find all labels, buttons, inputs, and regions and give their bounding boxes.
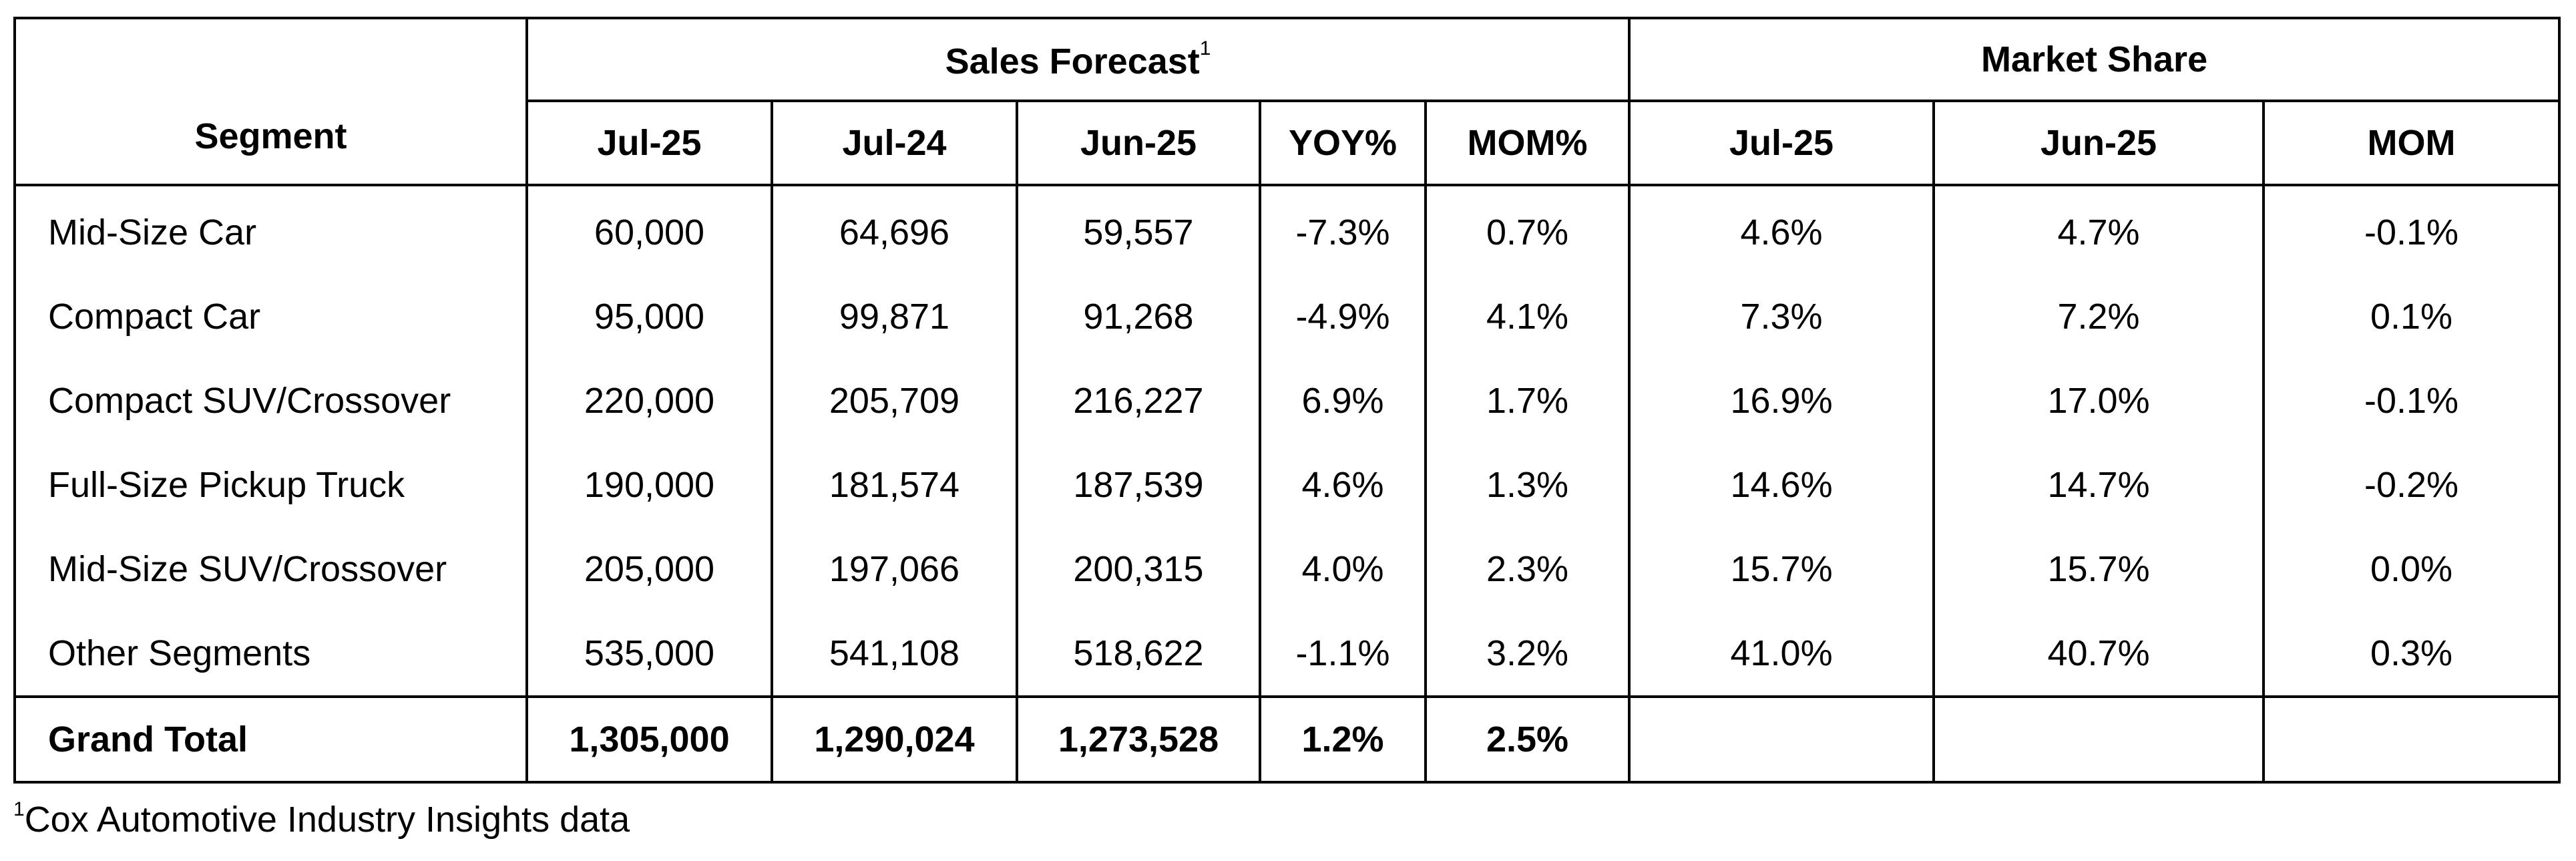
row-label: Mid-Size Car [13,185,528,275]
table-row: Full-Size Pickup Truck 190,000 181,574 187,… [13,443,2561,527]
row-label: Compact Car [13,275,528,359]
cell: 40.7% [1932,611,2266,697]
column-header: MOM% [1424,100,1631,186]
column-header: MOM [2262,100,2561,186]
cell: 4.1% [1424,275,1631,359]
cell: 99,871 [771,275,1018,359]
table-row: Compact SUV/Crossover 220,000 205,709 216,2… [13,359,2561,443]
table-row: Compact Car 95,000 99,871 91,268 -4.9% 4.1% 7.… [13,275,2561,359]
table-row: Mid-Size Car 60,000 64,696 59,557 -7.3% 0.7% 4… [13,185,2561,275]
cell: -1.1% [1259,611,1427,697]
cell: 0.7% [1424,185,1631,275]
group-header: Market Share [1628,17,2561,102]
cell: 41.0% [1628,611,1936,697]
row-label: Full-Size Pickup Truck [13,443,528,527]
cell: 1.7% [1424,359,1631,443]
footnote-mark: 1 [13,798,25,820]
cell: 64,696 [771,185,1018,275]
sales-table: Segment Sales Forecast1 Market Share Jul… [13,17,2561,784]
row-label: Other Segments [13,611,528,697]
column-header: Jun-25 [1016,100,1261,186]
cell: 7.3% [1628,275,1936,359]
cell: 197,066 [771,527,1018,611]
cell: 0.1% [2262,275,2561,359]
cell: 15.7% [1932,527,2266,611]
empty-cell [1932,695,2266,784]
cell: 6.9% [1259,359,1427,443]
cell: 1,273,528 [1016,695,1261,784]
cell: 15.7% [1628,527,1936,611]
cell: -0.1% [2262,185,2561,275]
cell: 4.6% [1259,443,1427,527]
cell: 216,227 [1016,359,1261,443]
cell: 60,000 [525,185,773,275]
total-row: Grand Total 1,305,000 1,290,024 1,273,528 1.… [13,695,2561,784]
cell: 2.3% [1424,527,1631,611]
note-mark: 1 [1199,37,1211,59]
cell: 59,557 [1016,185,1261,275]
cell: 1.2% [1259,695,1427,784]
cell: 4.0% [1259,527,1427,611]
cell: 7.2% [1932,275,2266,359]
row-label: Grand Total [13,695,528,784]
cell: 1,305,000 [525,695,773,784]
column-header: Jul-25 [525,100,773,186]
footnote: 1Cox Automotive Industry Insights data [13,798,630,840]
cell: 181,574 [771,443,1018,527]
cell: 205,000 [525,527,773,611]
row-label: Mid-Size SUV/Crossover [13,527,528,611]
cell: -7.3% [1259,185,1427,275]
table-row: Mid-Size SUV/Crossover 205,000 197,066 200,… [13,527,2561,611]
empty-cell [1628,695,1936,784]
group-header: Sales Forecast1 [525,17,1631,102]
cell: 4.7% [1932,185,2266,275]
cell: 200,315 [1016,527,1261,611]
column-header: Segment [13,17,528,186]
group-title: Sales Forecast [945,41,1200,81]
empty-cell [2262,695,2561,784]
cell: 2.5% [1424,695,1631,784]
table-row: Other Segments 535,000 541,108 518,622 -1.1%… [13,611,2561,697]
column-header: YOY% [1259,100,1427,186]
column-header: Jul-25 [1628,100,1936,186]
cell: 0.0% [2262,527,2561,611]
cell: 190,000 [525,443,773,527]
row-label: Compact SUV/Crossover [13,359,528,443]
footnote-text: Cox Automotive Industry Insights data [24,800,630,840]
cell: 3.2% [1424,611,1631,697]
cell: -4.9% [1259,275,1427,359]
cell: 220,000 [525,359,773,443]
cell: -0.2% [2262,443,2561,527]
cell: 4.6% [1628,185,1936,275]
cell: 95,000 [525,275,773,359]
cell: -0.1% [2262,359,2561,443]
cell: 14.6% [1628,443,1936,527]
column-header: Jun-25 [1932,100,2266,186]
cell: 535,000 [525,611,773,697]
cell: 1.3% [1424,443,1631,527]
column-header: Jul-24 [771,100,1018,186]
cell: 16.9% [1628,359,1936,443]
cell: 541,108 [771,611,1018,697]
cell: 1,290,024 [771,695,1018,784]
cell: 17.0% [1932,359,2266,443]
cell: 0.3% [2262,611,2561,697]
cell: 205,709 [771,359,1018,443]
cell: 518,622 [1016,611,1261,697]
cell: 187,539 [1016,443,1261,527]
cell: 91,268 [1016,275,1261,359]
cell: 14.7% [1932,443,2266,527]
